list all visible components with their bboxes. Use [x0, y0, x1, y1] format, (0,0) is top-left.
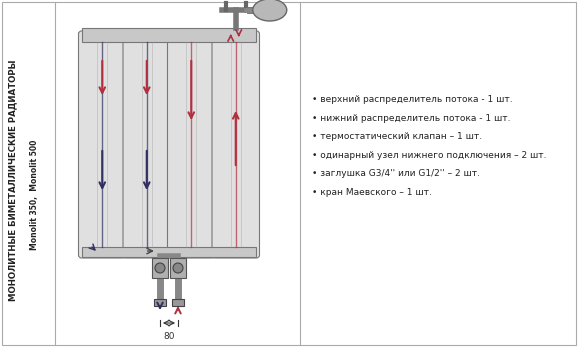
Circle shape — [155, 263, 165, 273]
FancyBboxPatch shape — [212, 31, 260, 258]
Text: • одинарный узел нижнего подключения – 2 шт.: • одинарный узел нижнего подключения – 2… — [312, 151, 547, 160]
Text: Monolit 350,  Monolit 500: Monolit 350, Monolit 500 — [29, 140, 39, 250]
Bar — [152, 258, 168, 278]
Text: 80: 80 — [163, 332, 175, 341]
Bar — [82, 247, 256, 257]
Bar — [172, 299, 184, 306]
Text: • кран Маевского – 1 шт.: • кран Маевского – 1 шт. — [312, 187, 432, 196]
Bar — [154, 299, 166, 306]
FancyBboxPatch shape — [79, 31, 126, 258]
Bar — [82, 28, 256, 42]
Text: • заглушка G3/4'' или G1/2'' – 2 шт.: • заглушка G3/4'' или G1/2'' – 2 шт. — [312, 169, 480, 178]
Text: • нижний распределитель потока - 1 шт.: • нижний распределитель потока - 1 шт. — [312, 113, 510, 122]
Ellipse shape — [253, 0, 287, 21]
Text: • верхний распределитель потока - 1 шт.: • верхний распределитель потока - 1 шт. — [312, 95, 513, 104]
Circle shape — [173, 263, 183, 273]
Text: • термостатический клапан – 1 шт.: • термостатический клапан – 1 шт. — [312, 132, 482, 141]
FancyBboxPatch shape — [168, 31, 215, 258]
FancyBboxPatch shape — [123, 31, 171, 258]
Bar — [170, 258, 186, 278]
Text: МОНОЛИТНЫЕ БИМЕТАЛЛИЧЕСКИЕ РАДИАТОРЫ: МОНОЛИТНЫЕ БИМЕТАЛЛИЧЕСКИЕ РАДИАТОРЫ — [9, 59, 17, 301]
